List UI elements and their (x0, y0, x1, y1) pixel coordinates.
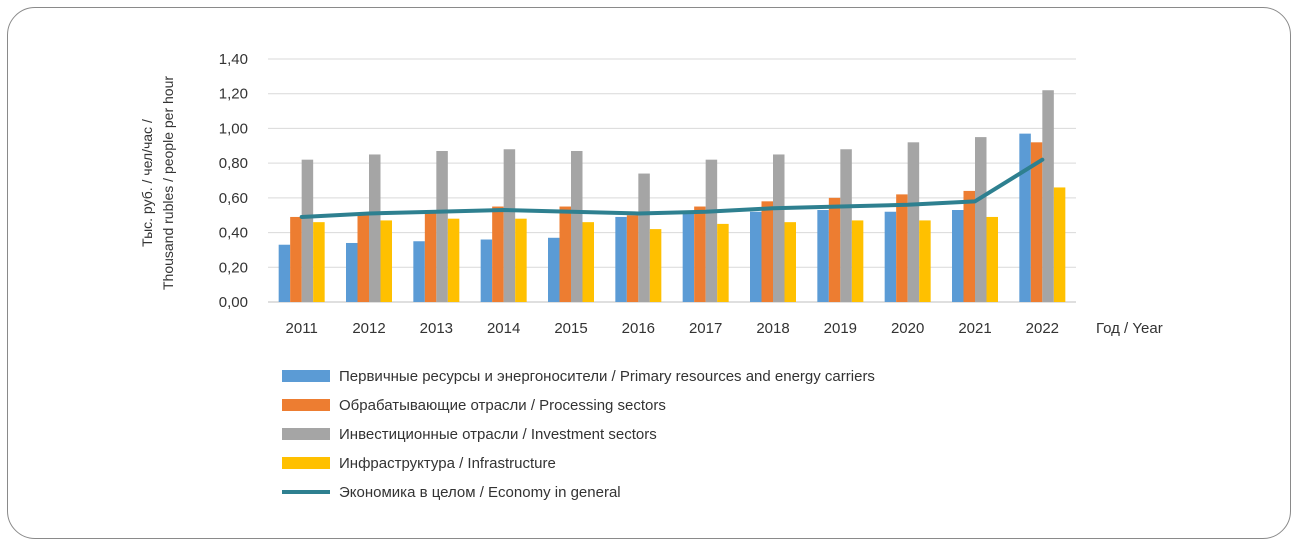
bar-series-4 (784, 222, 796, 302)
legend-swatch (282, 428, 330, 440)
bar-series-4 (649, 229, 662, 302)
bar-series-2 (963, 190, 975, 302)
x-tick-label: 2021 (958, 320, 991, 337)
y-tick-label: 1,40 (219, 51, 248, 68)
bar-series-3 (638, 173, 650, 302)
bar-series-1 (682, 213, 695, 302)
bar-series-4 (919, 220, 931, 302)
bars (278, 90, 1066, 302)
bar-series-1 (480, 239, 493, 302)
x-tick-label: 2015 (554, 320, 587, 337)
bar-series-4 (851, 220, 864, 302)
bar-series-3 (773, 154, 785, 302)
y-tick-label: 0,40 (219, 225, 248, 242)
bar-series-2 (761, 201, 773, 302)
bar-series-1 (413, 241, 425, 302)
bar-series-1 (615, 216, 627, 302)
bar-series-3 (571, 150, 583, 302)
bar-series-1 (750, 211, 762, 302)
y-tick-label: 0,00 (219, 294, 248, 311)
legend-label: Первичные ресурсы и энергоносители / Pri… (339, 368, 875, 385)
chart-frame (7, 7, 1291, 539)
economy-line-path (299, 157, 1045, 219)
bar-series-1 (346, 242, 358, 302)
bar-series-3 (705, 159, 718, 302)
x-tick-label: 2011 (286, 320, 318, 337)
y-tick-label: 0,60 (219, 190, 248, 207)
legend: Первичные ресурсы и энергоносители / Pri… (282, 368, 875, 501)
bar-series-2 (424, 213, 437, 302)
bar-series-3 (975, 137, 987, 302)
y-axis-title-line1: Тыс. руб. / чел/час / (139, 119, 155, 247)
bar-series-4 (447, 218, 460, 302)
bar-series-2 (492, 206, 504, 302)
legend-label: Экономика в целом / Economy in general (339, 484, 621, 501)
x-tick-label: 2019 (824, 320, 857, 337)
x-tick-label: 2012 (352, 320, 385, 337)
economy-line (299, 157, 1045, 219)
bar-series-4 (1053, 187, 1066, 302)
bar-series-3 (840, 149, 852, 302)
bar-series-2 (828, 197, 841, 302)
bar-series-4 (313, 222, 325, 302)
y-tick-labels: 0,00 0,20 0,40 0,60 0,80 1,00 1,20 1,40 (219, 51, 248, 311)
bar-series-1 (1019, 133, 1031, 302)
x-tick-label: 2013 (420, 320, 453, 337)
bar-series-3 (369, 154, 381, 302)
bar-series-1 (278, 244, 291, 302)
y-tick-label: 0,20 (219, 259, 248, 276)
x-tick-label: 2016 (622, 320, 655, 337)
bar-series-4 (582, 222, 594, 302)
y-tick-label: 0,80 (219, 155, 248, 172)
y-axis-title-line2: Thousand rubles / people per hour (160, 76, 176, 290)
bar-series-2 (896, 194, 908, 302)
bar-series-3 (503, 149, 516, 302)
legend-label: Инвестиционные отрасли / Investment sect… (339, 426, 657, 443)
bar-series-1 (952, 210, 964, 302)
legend-label: Инфраструктура / Infrastructure (339, 455, 556, 472)
x-tick-labels: 2011 2012 2013 2014 2015 2016 2017 2018 2019 2020… (286, 320, 1059, 337)
bar-series-4 (986, 216, 998, 302)
x-tick-label: 2018 (756, 320, 789, 337)
bar-series-4 (717, 223, 729, 302)
bar-series-1 (817, 210, 829, 302)
y-tick-label: 1,00 (219, 120, 248, 137)
bar-series-3 (1042, 90, 1054, 302)
bar-series-2 (1030, 142, 1043, 302)
legend-swatch (282, 370, 330, 382)
gridlines (268, 58, 1076, 303)
bar-series-2 (694, 206, 706, 302)
x-axis-title: Год / Year (1096, 320, 1163, 337)
bar-series-2 (626, 215, 639, 302)
bar-series-1 (548, 237, 560, 302)
bar-series-3 (301, 159, 314, 302)
bar-series-3 (907, 142, 920, 302)
legend-label: Обрабатывающие отрасли / Processing sect… (339, 397, 666, 414)
bar-series-2 (290, 216, 302, 302)
bar-series-2 (559, 206, 571, 302)
x-tick-label: 2022 (1026, 320, 1059, 337)
x-tick-label: 2020 (891, 320, 924, 337)
legend-swatch (282, 399, 330, 411)
legend-swatch (282, 457, 330, 469)
bar-series-4 (515, 218, 527, 302)
bar-series-1 (884, 211, 897, 302)
bar-series-3 (436, 150, 448, 302)
x-tick-label: 2014 (487, 320, 520, 337)
x-tick-label: 2017 (689, 320, 722, 337)
y-tick-label: 1,20 (219, 86, 248, 103)
bar-series-4 (380, 220, 392, 302)
bar-series-2 (357, 215, 369, 302)
